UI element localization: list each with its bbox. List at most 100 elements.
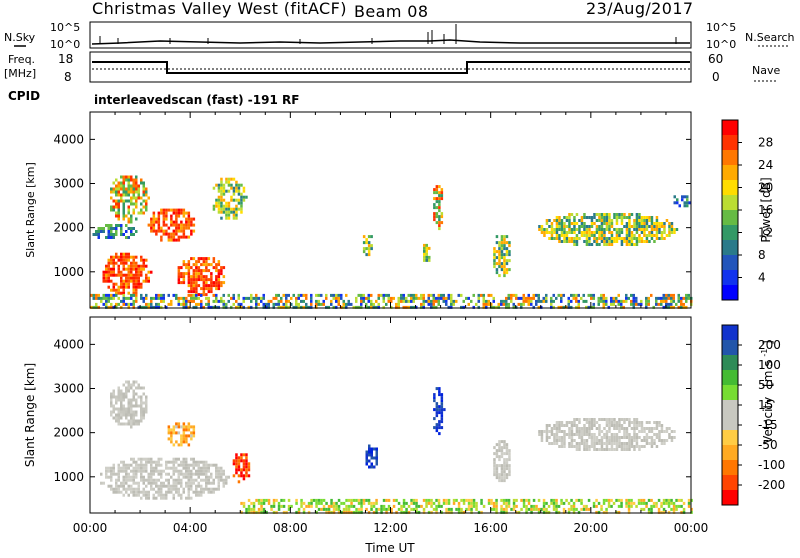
echo-cell	[668, 231, 671, 234]
echo-cell	[440, 393, 444, 397]
echo-cell	[595, 436, 599, 439]
echo-cell	[642, 501, 646, 505]
echo-cell	[202, 269, 206, 273]
echo-cell	[505, 443, 509, 447]
colorbar-swatch	[722, 430, 738, 446]
echo-cell	[350, 302, 353, 306]
echo-cell	[653, 421, 656, 424]
echo-cell	[537, 296, 540, 300]
echo-cell	[320, 507, 323, 511]
echo-cell	[603, 219, 606, 222]
echo-cell	[650, 498, 653, 502]
echo-cell	[167, 235, 171, 239]
echo-cell	[600, 231, 604, 234]
echo-cell	[460, 293, 463, 297]
echo-cell	[623, 448, 626, 451]
echo-cell	[155, 466, 158, 470]
echo-cell	[625, 436, 629, 439]
echo-cell	[222, 210, 226, 214]
echo-cell	[638, 228, 641, 231]
echo-cell	[220, 296, 223, 300]
colorbar-tick-label: 100	[758, 358, 781, 372]
echo-cell	[195, 275, 198, 279]
echo-cell	[457, 507, 461, 511]
noise-tick-bottom-left: 10^0	[50, 38, 80, 51]
echo-cell	[505, 504, 508, 508]
echo-cell	[387, 299, 390, 303]
echo-cell	[503, 268, 506, 272]
echo-cell	[580, 296, 583, 300]
echo-cell	[542, 501, 546, 505]
echo-cell	[667, 501, 671, 505]
echo-cell	[570, 222, 574, 225]
echo-cell	[620, 228, 624, 231]
echo-cell	[588, 216, 591, 219]
echo-cell	[570, 421, 574, 424]
echo-cell	[192, 463, 195, 467]
echo-cell	[272, 296, 275, 300]
echo-cell	[598, 433, 601, 436]
echo-cell	[652, 501, 656, 505]
echo-cell	[220, 201, 223, 205]
echo-cell	[572, 507, 576, 511]
echo-cell	[192, 299, 195, 303]
echo-cell	[423, 252, 426, 256]
echo-cell	[120, 252, 123, 256]
echo-cell	[107, 267, 110, 271]
echo-cell	[255, 302, 258, 306]
echo-cell	[568, 237, 571, 240]
echo-cell	[558, 225, 561, 228]
echo-cell	[412, 501, 416, 505]
echo-cell	[117, 208, 120, 212]
echo-cell	[112, 392, 115, 396]
echo-cell	[627, 501, 631, 505]
echo-cell	[462, 299, 465, 303]
echo-cell	[643, 430, 646, 433]
echo-cell	[120, 395, 123, 399]
echo-cell	[122, 279, 125, 283]
echo-cell	[568, 222, 571, 225]
echo-cell	[570, 507, 573, 511]
echo-cell	[160, 208, 163, 212]
echo-cell	[182, 263, 186, 267]
echo-cell	[215, 487, 218, 491]
echo-cell	[127, 175, 130, 179]
echo-cell	[107, 230, 110, 233]
echo-cell	[240, 453, 243, 457]
echo-cell	[135, 392, 138, 396]
echo-cell	[385, 507, 388, 511]
echo-cell	[195, 260, 198, 264]
echo-cell	[137, 481, 140, 485]
echo-cell	[210, 272, 213, 276]
echo-cell	[110, 273, 113, 277]
colorbar-swatch	[722, 340, 738, 356]
echo-cell	[605, 222, 609, 225]
echo-cell	[590, 445, 594, 448]
echo-cell	[623, 427, 626, 430]
echo-cell	[628, 243, 631, 246]
echo-cell	[593, 231, 596, 234]
echo-cell	[242, 504, 246, 508]
echo-cell	[602, 305, 605, 309]
y-tick-label: 4000	[53, 337, 84, 351]
colorbar-swatch	[722, 370, 738, 386]
echo-cell	[190, 437, 193, 441]
echo-cell	[435, 504, 438, 508]
echo-cell	[222, 183, 226, 187]
echo-cell	[500, 507, 503, 511]
echo-cell	[300, 504, 303, 508]
echo-cell	[237, 186, 241, 190]
echo-cell	[605, 510, 608, 514]
echo-cell	[277, 299, 280, 303]
echo-cell	[92, 293, 95, 297]
echo-cell	[553, 231, 556, 234]
echo-cell	[200, 275, 203, 279]
echo-cell	[648, 219, 651, 222]
echo-cell	[202, 460, 205, 464]
echo-cell	[122, 261, 125, 265]
echo-cell	[142, 475, 145, 479]
echo-cell	[527, 299, 530, 303]
echo-cell	[147, 472, 150, 476]
echo-cell	[670, 498, 673, 502]
